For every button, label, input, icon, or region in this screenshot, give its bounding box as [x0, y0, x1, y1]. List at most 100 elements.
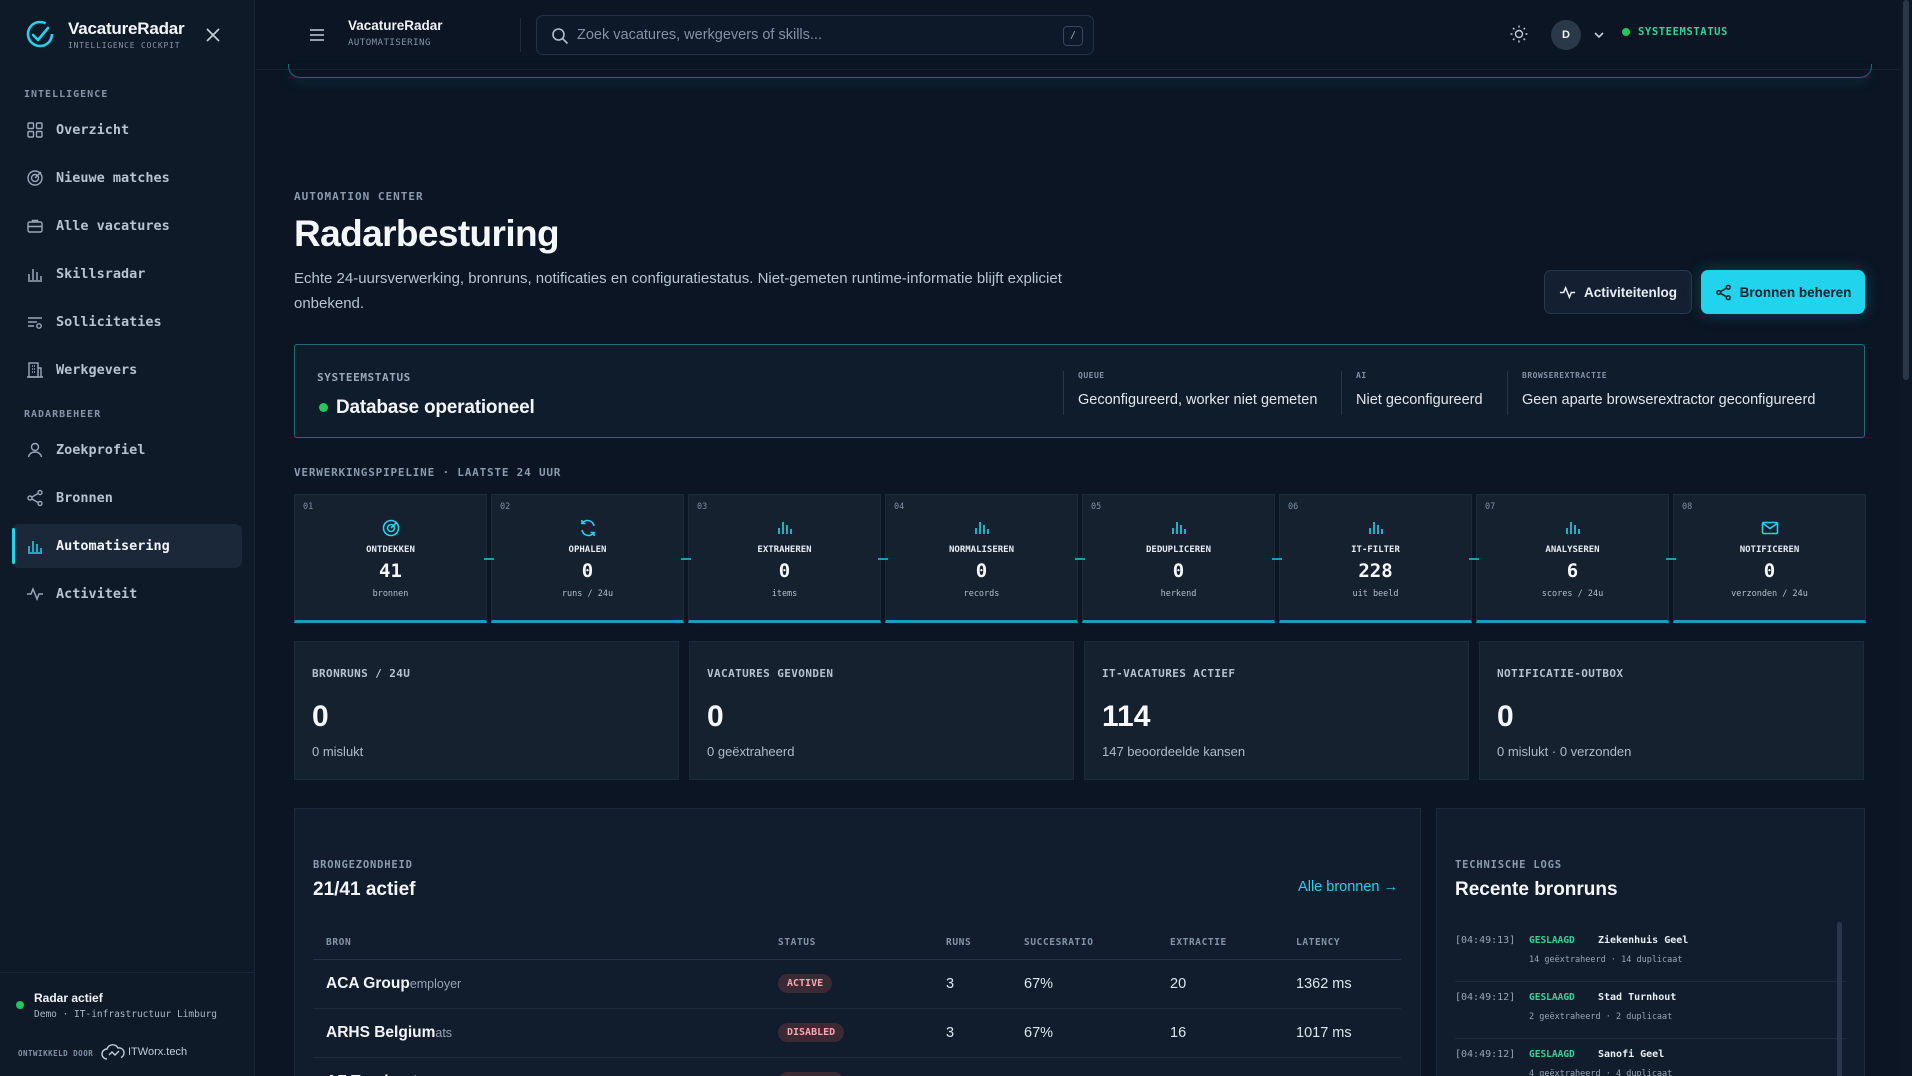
pipeline-stage-ophalen[interactable]: 02 OPHALEN 0 runs / 24u — [491, 494, 684, 623]
pipeline-stage-normaliseren[interactable]: 04 NORMALISEREN 0 records — [885, 494, 1078, 623]
logs-scrollbar[interactable] — [1837, 922, 1842, 1076]
system-status-indicator[interactable]: SYSTEEMSTATUS — [1622, 26, 1728, 38]
user-icon — [27, 442, 43, 458]
sidebar-item-automatisering[interactable]: Automatisering — [12, 524, 242, 568]
source-name[interactable]: ARHS Belgium — [326, 1023, 436, 1041]
pipeline-stage-extraheren[interactable]: 03 EXTRAHEREN 0 items — [688, 494, 881, 623]
page-description: Echte 24-uursverwerking, bronruns, notif… — [294, 270, 1062, 312]
stage-number: 03 — [697, 502, 708, 512]
card-eyebrow: BRONGEZONDHEID — [313, 859, 413, 871]
sidebar-item-label: Bronnen — [56, 490, 113, 506]
sidebar-item-zoekprofiel[interactable]: Zoekprofiel — [12, 428, 242, 472]
pipeline-stage-ontdekken[interactable]: 01 ONTDEKKEN 41 bronnen — [294, 494, 487, 623]
kpi-value: 0 — [1497, 700, 1514, 733]
table-row[interactable]: ARHS Belgiumats DISABLED 3 67% 16 1017 ms — [313, 1008, 1401, 1058]
pipeline-stage-dedupliceren[interactable]: 05 DEDUPLICEREN 0 herkend — [1082, 494, 1275, 623]
log-time: [04:49:12] — [1455, 1049, 1516, 1060]
column-header[interactable]: RUNS — [933, 927, 1011, 960]
log-source: Sanofi Geel — [1598, 1049, 1665, 1060]
menu-icon[interactable] — [308, 26, 326, 44]
stage-name: EXTRAHEREN — [757, 545, 812, 555]
sidebar-item-bronnen[interactable]: Bronnen — [12, 476, 242, 520]
sidebar-item-overzicht[interactable]: Overzicht — [12, 108, 242, 152]
stage-value: 41 — [379, 560, 402, 582]
sidebar-item-skillsradar[interactable]: Skillsradar — [12, 252, 242, 296]
page-scrollbar[interactable] — [1900, 0, 1912, 1076]
log-entry[interactable]: [04:49:12] GESLAAGD Stad Turnhout 2 geëxtra… — [1455, 982, 1847, 1039]
brand[interactable]: VacatureRadar INTELLIGENCE COCKPIT — [24, 18, 185, 50]
status-cell: ACTIVE — [765, 959, 933, 1009]
activity-icon — [1559, 285, 1576, 299]
status-label: SYSTEEMSTATUS — [317, 371, 411, 384]
status-col-value: Niet geconfigureerd — [1356, 392, 1483, 408]
extract-cell: 0 — [1157, 1057, 1283, 1076]
pipeline-connector — [484, 558, 494, 560]
stage-value: 228 — [1358, 560, 1393, 582]
sidebar-item-werkgevers[interactable]: Werkgevers — [12, 348, 242, 392]
column-header[interactable]: BRON — [313, 927, 765, 960]
status-value: Database operationeel — [336, 397, 535, 418]
stage-number: 04 — [894, 502, 905, 512]
sidebar-item-activiteit[interactable]: Activiteit — [12, 572, 242, 616]
sidebar-item-nieuwe-matches[interactable]: Nieuwe matches — [12, 156, 242, 200]
sidebar-item-label: Overzicht — [56, 122, 130, 138]
topbar-title: VacatureRadar — [348, 18, 443, 33]
sidebar-item-label: Automatisering — [56, 538, 170, 554]
source-name[interactable]: ACA Group — [326, 974, 410, 992]
stage-name: IT-FILTER — [1351, 545, 1400, 555]
stage-number: 01 — [303, 502, 314, 512]
column-header[interactable]: LATENCY — [1283, 927, 1401, 960]
search-box[interactable]: / — [536, 15, 1094, 55]
table-row[interactable]: ACA Groupemployer ACTIVE 3 67% 20 1362 ms — [313, 959, 1401, 1009]
bar-chart-icon — [28, 269, 42, 282]
theme-toggle-icon[interactable] — [1509, 24, 1529, 44]
page-eyebrow: AUTOMATION CENTER — [294, 190, 424, 203]
search-input[interactable] — [577, 16, 1047, 54]
log-entry[interactable]: [04:49:12] GESLAAGD Sanofi Geel 4 geëxtrahe… — [1455, 1039, 1847, 1076]
stage-value: 0 — [581, 560, 594, 582]
status-badge: DISABLED — [778, 1023, 845, 1042]
kpi-subtext: 0 mislukt — [312, 744, 364, 759]
close-icon[interactable] — [204, 26, 222, 44]
stage-unit: verzonden / 24u — [1731, 589, 1808, 599]
status-col-label: BROWSEREXTRACTIE — [1522, 371, 1608, 380]
log-entry[interactable]: [04:49:13] GESLAAGD Ziekenhuis Geel 14 geëx… — [1455, 925, 1847, 982]
pipeline-connector — [1075, 558, 1085, 560]
sidebar-item-sollicitaties[interactable]: Sollicitaties — [12, 300, 242, 344]
manage-sources-button[interactable]: Bronnen beheren — [1701, 270, 1865, 314]
stage-value: 6 — [1566, 560, 1579, 582]
all-sources-link[interactable]: Alle bronnen → — [1298, 879, 1398, 895]
log-status: GESLAAGD — [1529, 935, 1575, 946]
chevron-down-icon[interactable] — [1592, 28, 1606, 42]
bar-chart-icon — [1566, 522, 1580, 534]
stage-name: NORMALISEREN — [948, 545, 1015, 555]
activity-log-button[interactable]: Activiteitenlog — [1544, 270, 1692, 314]
developer-logo[interactable]: ITWorx.tech — [100, 1043, 187, 1061]
topbar-subtitle: AUTOMATISERING — [348, 38, 431, 48]
status-dot — [1622, 28, 1630, 36]
source-name[interactable]: AZ Turnhout — [326, 1073, 418, 1076]
sidebar-item-label: Werkgevers — [56, 362, 138, 378]
avatar[interactable]: D — [1551, 20, 1581, 50]
status-badge: DISABLED — [778, 1072, 845, 1076]
column-header[interactable]: STATUS — [765, 927, 933, 960]
pipeline-connector — [681, 558, 691, 560]
sidebar-item-alle-vacatures[interactable]: Alle vacatures — [12, 204, 242, 248]
topbar: VacatureRadar AUTOMATISERING / SYSTEEMST… — [256, 0, 1912, 70]
pipeline-stage-analyseren[interactable]: 07 ANALYSEREN 6 scores / 24u — [1476, 494, 1669, 623]
status-cell: DISABLED — [765, 1057, 933, 1076]
pipeline-stage-it-filter[interactable]: 06 IT-FILTER 228 uit beeld — [1279, 494, 1472, 623]
bar-chart-icon — [28, 541, 42, 554]
column-header[interactable]: EXTRACTIE — [1157, 927, 1283, 960]
log-status: GESLAAGD — [1529, 992, 1575, 1003]
kpi-value: 114 — [1102, 700, 1151, 733]
kpi-card: VACATURES GEVONDEN 0 0 geëxtraheerd — [689, 641, 1074, 780]
search-icon — [552, 28, 569, 45]
source-type: ats — [435, 1025, 453, 1040]
column-header[interactable]: SUCCESRATIO — [1011, 927, 1157, 960]
table-row[interactable]: AZ Turnhoutemployer DISABLED 00%0 — [313, 1057, 1401, 1076]
stage-number: 07 — [1485, 502, 1496, 512]
pipeline-stage-notificeren[interactable]: 08 NOTIFICEREN 0 verzonden / 24u — [1673, 494, 1866, 623]
scrollbar-thumb[interactable] — [1903, 0, 1909, 380]
sidebar-item-label: Alle vacatures — [56, 218, 170, 234]
